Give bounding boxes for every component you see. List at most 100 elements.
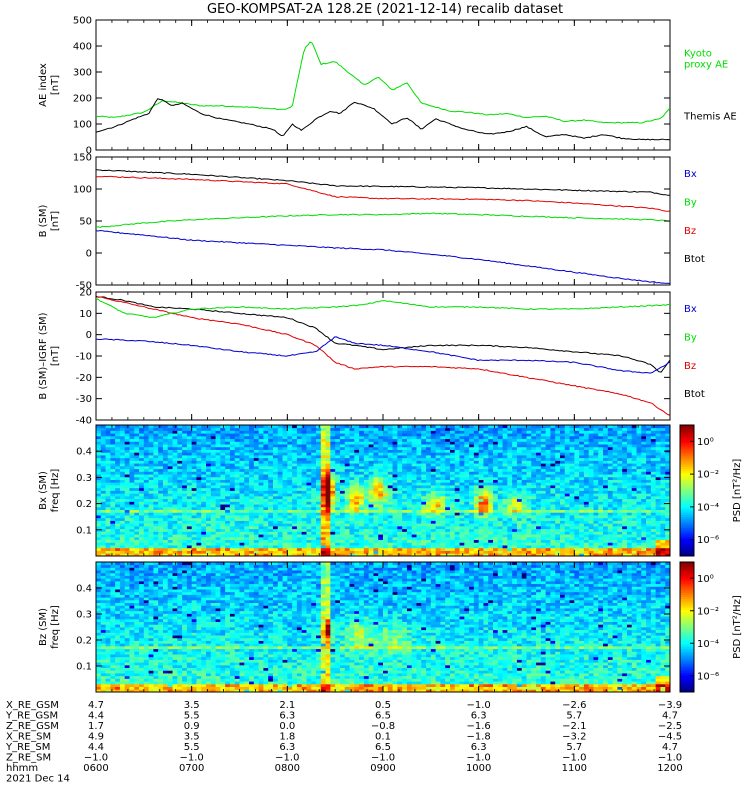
- spectrogram-cell: [502, 449, 508, 453]
- spectrogram-cell: [502, 457, 508, 461]
- spectrogram-cell: [373, 509, 379, 513]
- spectrogram-cell: [521, 479, 527, 483]
- spectrogram-cell: [119, 495, 126, 500]
- spectrogram-cell: [411, 498, 417, 502]
- spectrogram-cell: [158, 528, 164, 532]
- spectrogram-cell: [311, 449, 317, 453]
- spectrogram-cell: [268, 490, 274, 494]
- spectrogram-cell: [296, 455, 303, 459]
- spectrogram-cell: [512, 504, 518, 508]
- spectrogram-cell: [158, 427, 164, 431]
- spectrogram-cell: [311, 512, 317, 516]
- spectrogram-cell: [186, 452, 193, 456]
- spectrogram-cell: [359, 433, 365, 437]
- spectrogram-cell: [186, 523, 193, 527]
- spectrogram-cell: [373, 465, 379, 470]
- spectrogram-cell: [359, 545, 365, 549]
- spectrogram-cell: [383, 495, 389, 500]
- spectrogram-cell: [196, 446, 202, 450]
- spectrogram-cell: [454, 427, 460, 431]
- spectrogram-cell: [162, 438, 169, 442]
- spectrogram-cell: [440, 463, 446, 467]
- spectrogram-cell: [325, 515, 331, 519]
- spectrogram-cell: [316, 482, 322, 486]
- spectrogram-cell: [483, 468, 489, 472]
- spectrogram-cell: [435, 534, 441, 538]
- spectrogram-cell: [244, 465, 250, 470]
- spectrogram-cell: [507, 509, 513, 513]
- spectrogram-cell: [464, 455, 470, 459]
- spectrogram-cell: [550, 509, 556, 513]
- spectrogram-cell: [411, 531, 417, 535]
- spectrogram-cell: [497, 520, 503, 524]
- spectrogram-cell: [220, 487, 226, 491]
- spectrogram-cell: [239, 425, 245, 429]
- spectrogram-cell: [124, 425, 130, 429]
- spectrogram-cell: [119, 471, 126, 475]
- spectrogram-cell: [153, 485, 159, 489]
- spectrogram-cell: [335, 452, 341, 456]
- spectrogram-cell: [158, 547, 164, 551]
- spectrogram-cell: [335, 525, 341, 530]
- spectrogram-cell: [536, 498, 542, 502]
- spectrogram-cell: [483, 433, 489, 437]
- spectrogram-cell: [349, 460, 355, 464]
- spectrogram-cell: [96, 485, 102, 489]
- spectrogram-cell: [555, 545, 561, 549]
- spectrogram-cell: [249, 517, 255, 521]
- spectrogram-cell: [378, 452, 384, 456]
- spectrogram-cell: [349, 506, 355, 511]
- spectrogram-cell: [406, 547, 413, 551]
- spectrogram-cell: [416, 512, 422, 516]
- spectrogram-cell: [354, 444, 360, 448]
- spectrogram-cell: [483, 455, 489, 459]
- spectrogram-cell: [244, 520, 250, 524]
- spectrogram-cell: [545, 468, 551, 472]
- spectrogram-cell: [497, 476, 503, 480]
- spectrogram-cell: [191, 449, 197, 453]
- spectrogram-cell: [186, 425, 193, 429]
- spectrogram-cell: [167, 455, 173, 459]
- spectrogram-cell: [100, 506, 106, 511]
- spectrogram-cell: [306, 504, 312, 508]
- spectrogram-cell: [440, 523, 446, 527]
- spectrogram-cell: [158, 512, 164, 516]
- spectrogram-cell: [392, 528, 398, 532]
- spectrogram-cell: [421, 523, 427, 527]
- spectrogram-cell: [206, 449, 212, 453]
- spectrogram-cell: [153, 539, 159, 543]
- spectrogram-cell: [473, 425, 480, 429]
- spectrogram-cell: [119, 425, 126, 429]
- spectrogram-cell: [521, 493, 527, 497]
- spectrogram-cell: [172, 449, 178, 453]
- spectrogram-cell: [445, 485, 451, 489]
- spectrogram-cell: [162, 515, 169, 519]
- spectrogram-cell: [177, 438, 183, 442]
- spectrogram-cell: [296, 498, 303, 502]
- spectrogram-cell: [449, 490, 456, 494]
- spectrogram-cell: [105, 512, 111, 516]
- spectrogram-cell: [411, 517, 417, 521]
- spectrogram-cell: [100, 479, 106, 483]
- spectrogram-cell: [134, 452, 140, 456]
- spectrogram-cell: [325, 545, 331, 549]
- y-tick-label: -20: [76, 373, 92, 384]
- spectrogram-cell: [263, 501, 269, 505]
- spectrogram-cell: [186, 550, 193, 554]
- spectrogram-cell: [220, 553, 226, 557]
- spectrogram-cell: [100, 425, 106, 429]
- spectrogram-cell: [531, 493, 537, 497]
- spectrogram-cell: [430, 485, 437, 489]
- spectrogram-cell: [411, 525, 417, 530]
- spectrogram-cell: [555, 515, 561, 519]
- spectrogram-cell: [426, 547, 432, 551]
- spectrogram-cell: [306, 545, 312, 549]
- spectrogram-cell: [206, 553, 212, 557]
- spectrogram-cell: [201, 444, 207, 448]
- spectrogram-cell: [239, 534, 245, 538]
- spectrogram-cell: [435, 425, 441, 429]
- spectrogram-cell: [215, 455, 221, 459]
- spectrogram-cell: [186, 506, 193, 511]
- spectrogram-cell: [469, 482, 475, 486]
- spectrogram-cell: [249, 498, 255, 502]
